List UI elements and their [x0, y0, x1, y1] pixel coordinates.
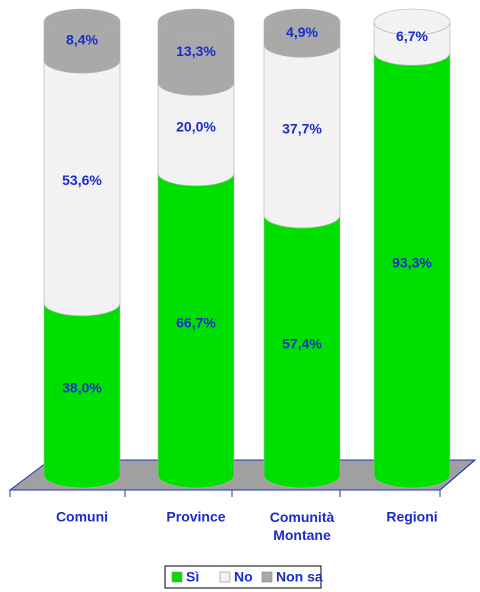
data-label: 38,0%	[62, 380, 102, 396]
data-label: 13,3%	[176, 43, 216, 59]
data-label: 93,3%	[392, 254, 432, 270]
legend-box	[164, 565, 322, 589]
data-label: 53,6%	[62, 172, 102, 188]
cylinder-cap	[43, 8, 121, 36]
data-label: 66,7%	[176, 315, 216, 331]
legend-label: No	[234, 569, 253, 585]
x-tick-label: Comuni	[56, 509, 108, 525]
data-label: 8,4%	[66, 32, 98, 48]
x-tick-label: Regioni	[386, 509, 437, 525]
axis	[9, 459, 476, 497]
cylinder-cap	[263, 8, 341, 36]
legend-label: Sì	[186, 569, 199, 585]
data-label: 6,7%	[396, 28, 428, 44]
legend-swatch	[219, 571, 231, 583]
data-label: 20,0%	[176, 118, 216, 134]
legend-swatch	[171, 571, 183, 583]
legend-label: Non sa	[276, 569, 323, 585]
cylinder-cap	[373, 8, 451, 36]
x-tick-label: Comunità Montane	[270, 509, 335, 543]
cylinder-cap	[157, 8, 235, 36]
data-label: 57,4%	[282, 336, 322, 352]
x-tick-label: Province	[166, 509, 225, 525]
data-label: 37,7%	[282, 120, 322, 136]
legend-swatch	[261, 571, 273, 583]
data-label: 4,9%	[286, 24, 318, 40]
